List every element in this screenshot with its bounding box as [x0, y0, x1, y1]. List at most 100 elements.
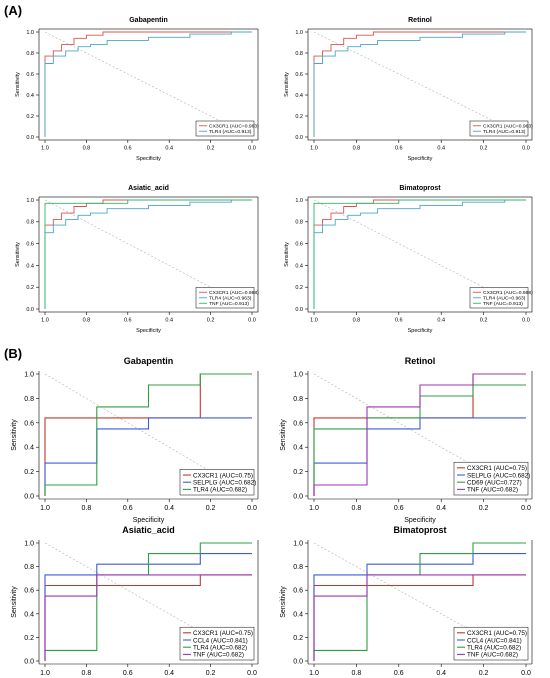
x-tick-label: 0.8 — [82, 670, 92, 677]
legend-label: TLR4 (AUC=0.963) — [483, 296, 526, 302]
x-tick-label: 0.6 — [123, 670, 133, 677]
legend-label: CX3CR1 (AUC=0.963) — [209, 124, 259, 130]
roc-curve-line — [313, 373, 526, 496]
x-axis-label: Specificity — [408, 328, 433, 334]
y-tick-label: 0.8 — [26, 51, 34, 57]
y-tick-label: 0.4 — [26, 93, 34, 99]
x-tick-label: 0.6 — [394, 505, 404, 512]
x-tick-label: 0.4 — [437, 146, 445, 152]
y-tick-label: 0.6 — [295, 72, 303, 78]
legend-label: SELPLG (AUC=0.682) — [193, 480, 256, 487]
legend-label: TLR4 (AUC=0.682) — [467, 645, 521, 652]
chart-title: Retinol — [408, 17, 432, 24]
y-tick-label: 0.4 — [293, 611, 303, 618]
legend-label: CX3CR1 (AUC=0.75) — [467, 630, 527, 637]
y-tick-label: 0.6 — [24, 588, 34, 595]
x-tick-label: 0.4 — [437, 318, 445, 324]
y-tick-label: 0.4 — [24, 611, 34, 618]
x-tick-label: 1.0 — [41, 146, 49, 152]
chart-title: Bimatoprost — [393, 525, 446, 535]
roc-curve-line — [44, 31, 252, 137]
x-tick-label: 0.8 — [353, 318, 361, 324]
reference-diagonal — [313, 373, 527, 497]
x-axis-label: Specificity — [136, 328, 161, 334]
x-axis-label: Specificity — [408, 156, 433, 162]
roc-curve-line — [44, 373, 252, 496]
roc-curve-line — [44, 199, 252, 309]
y-tick-label: 0.4 — [295, 93, 303, 99]
plot-frame — [307, 28, 533, 141]
x-tick-label: 0.2 — [207, 318, 215, 324]
legend-box — [179, 469, 255, 496]
plot-frame — [38, 28, 259, 141]
y-tick-label: 0.8 — [24, 564, 34, 571]
chart-title: Bimatoprost — [399, 185, 441, 192]
roc-chart: Asiatic_acid 0.0 0.2 0.4 0.6 0.8 1.0 1.0 0.8 0.6 0… — [15, 185, 259, 334]
x-tick-label: 0.8 — [83, 318, 91, 324]
x-tick-label: 0.4 — [165, 318, 173, 324]
x-axis-label: Specificity — [136, 156, 161, 162]
legend-label: TNF (AUC=0.913) — [209, 301, 249, 307]
y-tick-label: 1.0 — [26, 30, 34, 36]
x-tick-label: 0.0 — [521, 670, 531, 677]
x-tick-label: 0.0 — [248, 318, 256, 324]
x-tick-label: 0.2 — [479, 505, 489, 512]
x-tick-label: 1.0 — [40, 670, 50, 677]
roc-chart: Retinol 0.0 0.2 0.4 0.6 0.8 1.0 1.0 0.8 0.6 0.4 0.2… — [284, 17, 533, 162]
y-tick-label: 0.2 — [295, 114, 303, 120]
x-axis-label: Specificity — [404, 517, 436, 524]
y-tick-label: 0.8 — [26, 220, 34, 226]
panel-b-label: (B) — [4, 346, 22, 361]
y-tick-label: 0.8 — [293, 564, 303, 571]
y-tick-label: 0.8 — [295, 220, 303, 226]
x-tick-label: 0.4 — [165, 146, 173, 152]
legend-box — [469, 120, 529, 137]
x-axis-label: Specificity — [133, 517, 165, 524]
y-tick-label: 0.6 — [295, 242, 303, 248]
y-tick-label: 0.8 — [295, 51, 303, 57]
x-tick-label: 0.6 — [394, 670, 404, 677]
roc-curve-line — [313, 199, 526, 309]
reference-diagonal — [44, 199, 253, 310]
x-tick-label: 1.0 — [40, 505, 50, 512]
roc-curve-line — [313, 31, 526, 137]
legend-box — [453, 626, 529, 661]
legend-box — [453, 461, 529, 496]
roc-chart: Bimatoprost 0.0 0.2 0.4 0.6 0.8 1.0 1.0 0.8 0.6 0.… — [280, 525, 533, 677]
x-tick-label: 0.8 — [83, 146, 91, 152]
y-axis-label: Sensitivity — [11, 586, 18, 618]
legend-box — [179, 626, 255, 661]
roc-curve-line — [44, 574, 252, 661]
legend-box — [469, 287, 529, 309]
roc-curve-line — [313, 384, 526, 496]
y-tick-label: 0.0 — [24, 493, 34, 500]
y-tick-label: 1.0 — [295, 30, 303, 36]
legend-label: CX3CR1 (AUC=0.988) — [209, 290, 259, 296]
y-tick-label: 0.6 — [26, 72, 34, 78]
legend-label: CX3CR1 (AUC=0.75) — [193, 472, 253, 479]
y-tick-label: 0.0 — [26, 135, 34, 141]
y-tick-label: 0.6 — [293, 588, 303, 595]
y-tick-label: 0.4 — [295, 263, 303, 269]
legend-label: TLR4 (AUC=0.682) — [193, 487, 247, 494]
plot-frame — [38, 196, 259, 313]
y-tick-label: 0.0 — [26, 307, 34, 313]
y-tick-label: 0.4 — [293, 445, 303, 452]
legend-label: SELPLG (AUC=0.682) — [467, 472, 530, 479]
y-axis-label: Sensitivity — [15, 242, 21, 267]
y-axis-label: Sensitivity — [284, 72, 290, 97]
y-axis-label: Sensitivity — [284, 242, 290, 267]
chart-title: Asiatic_acid — [122, 525, 175, 535]
y-tick-label: 0.0 — [293, 493, 303, 500]
x-tick-label: 1.0 — [310, 146, 318, 152]
x-tick-label: 0.4 — [164, 670, 174, 677]
legend-label: CX3CR1 (AUC=0.988) — [483, 290, 533, 296]
reference-diagonal — [313, 542, 527, 662]
y-tick-label: 0.2 — [24, 469, 34, 476]
x-tick-label: 1.0 — [309, 505, 319, 512]
x-tick-label: 0.2 — [206, 670, 216, 677]
y-tick-label: 0.2 — [295, 285, 303, 291]
x-tick-label: 1.0 — [41, 318, 49, 324]
reference-diagonal — [44, 31, 253, 138]
